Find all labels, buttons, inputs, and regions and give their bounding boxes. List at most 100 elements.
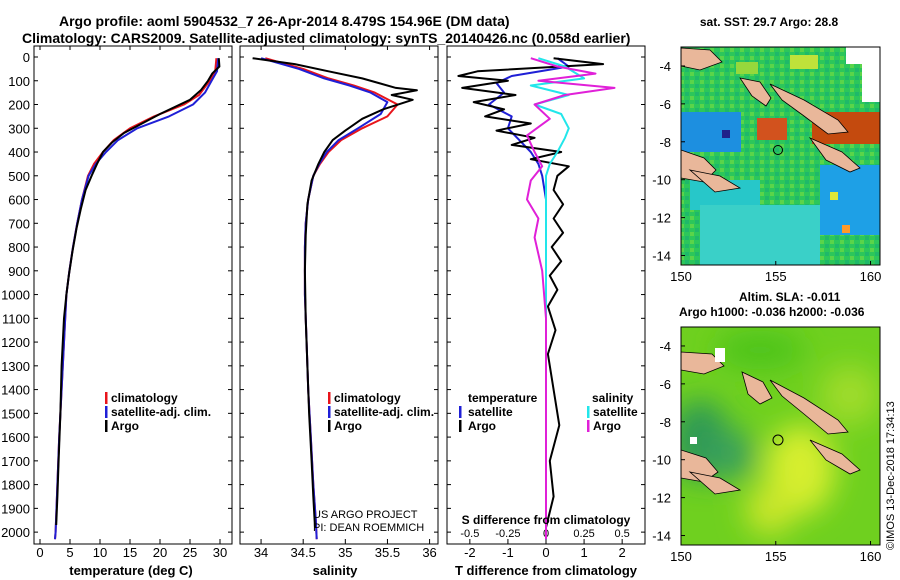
depth-tick-label: 300 <box>8 121 30 136</box>
sla-map-title: Altim. SLA: -0.011 <box>739 290 841 304</box>
series-line-satellite-adj-clim- <box>54 58 220 540</box>
x-tick-label: 2 <box>619 545 626 560</box>
legend-swatch-argo <box>105 420 108 432</box>
depth-tick-label: 1100 <box>2 311 30 326</box>
temperature-legend: climatology satellite-adj. clim. Argo <box>105 391 211 433</box>
depth-tick-label: 1800 <box>1 478 30 493</box>
map-y-tick-label: -4 <box>659 339 671 354</box>
sst-cool-patch <box>681 112 741 152</box>
x-tick-label: 35.5 <box>375 545 400 560</box>
map-x-tick-label: 155 <box>765 549 787 564</box>
depth-axis-labels: 0 100 200 300 400 500 600 700 800 900 1000 1100 1200… <box>1 50 30 540</box>
sla-land-north <box>681 351 725 375</box>
depth-tick-label: 1600 <box>1 430 30 445</box>
sst-warm-patch <box>790 55 818 69</box>
sla-low-anomaly <box>705 430 755 480</box>
sst-land-islands <box>688 169 742 193</box>
sla-map-subtitle: Argo h1000: -0.036 h2000: -0.036 <box>679 305 865 319</box>
x-tick-label: 34.5 <box>291 545 316 560</box>
depth-tick-label: 1500 <box>1 406 30 421</box>
x-tick-label: 34 <box>254 545 268 560</box>
depth-tick-label: 600 <box>8 193 30 208</box>
legend-swatch-t-argo <box>459 420 462 432</box>
sla-land-solomons <box>809 439 861 475</box>
sst-hot-patch <box>757 118 787 140</box>
sst-map <box>681 47 880 265</box>
sla-missing-cell <box>690 437 697 444</box>
x-tick-label: 25 <box>183 545 197 560</box>
legend-swatch-satellite <box>328 406 331 418</box>
legend-swatch-t-satellite <box>459 406 462 418</box>
depth-tick-label: 200 <box>8 98 30 113</box>
legend-label-t-satellite: satellite <box>468 405 513 419</box>
legend-label-satellite: satellite-adj. clim. <box>334 405 434 419</box>
map-y-tick-label: -12 <box>652 211 671 226</box>
map-x-tick-label: 150 <box>670 549 692 564</box>
x-tick-label: 1 <box>580 545 587 560</box>
x-tick-label: -1 <box>502 545 514 560</box>
series-line-s-argo <box>526 57 616 540</box>
sst-land-bougainville <box>769 83 849 135</box>
map-x-tick-label: 160 <box>860 549 882 564</box>
sla-high-anomaly <box>745 485 795 535</box>
x-tick-label: 0 <box>542 545 549 560</box>
pi-credit: PI: DEAN ROEMMICH <box>313 522 424 534</box>
depth-tick-label: 400 <box>8 145 30 160</box>
map-y-tick-label: -8 <box>659 415 671 430</box>
series-line-argo <box>252 57 418 528</box>
salinity-xlabel: salinity <box>313 563 359 578</box>
sst-cool-patch <box>820 165 880 235</box>
x-tick-label: 20 <box>153 545 167 560</box>
series-line-argo <box>55 58 221 526</box>
difference-legend: temperature satellite Argo salinity sate… <box>459 391 638 433</box>
project-credit: US ARGO PROJECT <box>313 509 418 521</box>
x-tick-label: 15 <box>123 545 137 560</box>
x2-tick-label: -0.25 <box>495 528 520 540</box>
legend-label-argo: Argo <box>334 419 362 433</box>
difference-xlabel: T difference from climatology <box>455 563 638 578</box>
depth-tick-label: 100 <box>8 74 30 89</box>
sla-missing-cell <box>715 348 725 362</box>
sla-argo-marker <box>772 434 784 446</box>
legend-swatch-climatology <box>105 392 108 404</box>
depth-tick-label: 0 <box>23 50 30 65</box>
sst-missing-data <box>846 47 874 64</box>
map-x-tick-label: 160 <box>860 269 882 284</box>
sla-map-frame <box>680 326 881 546</box>
x-tick-label: 10 <box>93 545 107 560</box>
legend-label-s-satellite: satellite <box>593 405 638 419</box>
figure-title-line2: Climatology: CARS2009. Satellite-adjuste… <box>22 30 630 46</box>
temperature-curves <box>54 58 221 540</box>
sst-land-new-britain <box>739 77 772 107</box>
axis-ticks <box>34 46 645 544</box>
map-y-tick-label: -14 <box>652 529 671 544</box>
map-y-tick-label: -6 <box>659 377 671 392</box>
legend-swatch-s-satellite <box>587 406 590 418</box>
temperature-panel-frame <box>33 45 233 545</box>
x2-tick-label: 0.25 <box>573 528 594 540</box>
sst-land-north <box>681 47 723 71</box>
depth-tick-label: 1000 <box>1 288 30 303</box>
map-y-tick-label: -6 <box>659 97 671 112</box>
x2-tick-label: 0.5 <box>615 528 630 540</box>
salinity-legend: climatology satellite-adj. clim. Argo <box>328 391 434 433</box>
sla-mid-anomaly <box>820 365 880 425</box>
legend-label-t-argo: Argo <box>468 419 496 433</box>
depth-tick-label: 1700 <box>1 454 30 469</box>
x-tick-label: 30 <box>213 545 227 560</box>
map-x-tick-label: 150 <box>670 269 692 284</box>
depth-tick-label: 900 <box>8 264 30 279</box>
depth-tick-label: 1300 <box>1 359 30 374</box>
map-y-tick-label: -4 <box>659 59 671 74</box>
sla-map <box>681 327 880 545</box>
sst-argo-marker <box>773 145 783 155</box>
sla-land-bougainville <box>769 379 849 435</box>
depth-tick-label: 2000 <box>1 525 30 540</box>
legend-label-satellite: satellite-adj. clim. <box>111 405 211 419</box>
map-y-tick-label: -10 <box>652 173 671 188</box>
sst-warm-cell <box>830 192 838 200</box>
sla-land-islands <box>688 471 742 495</box>
figure-title-line1: Argo profile: aoml 5904532_7 26-Apr-2014… <box>59 13 510 29</box>
x-tick-label: -2 <box>464 545 476 560</box>
map-tick-labels: -4 -6 -8 -10 -12 -14 150 155 160 -4 -6 -8 -10 -12 -14 1… <box>652 59 881 564</box>
